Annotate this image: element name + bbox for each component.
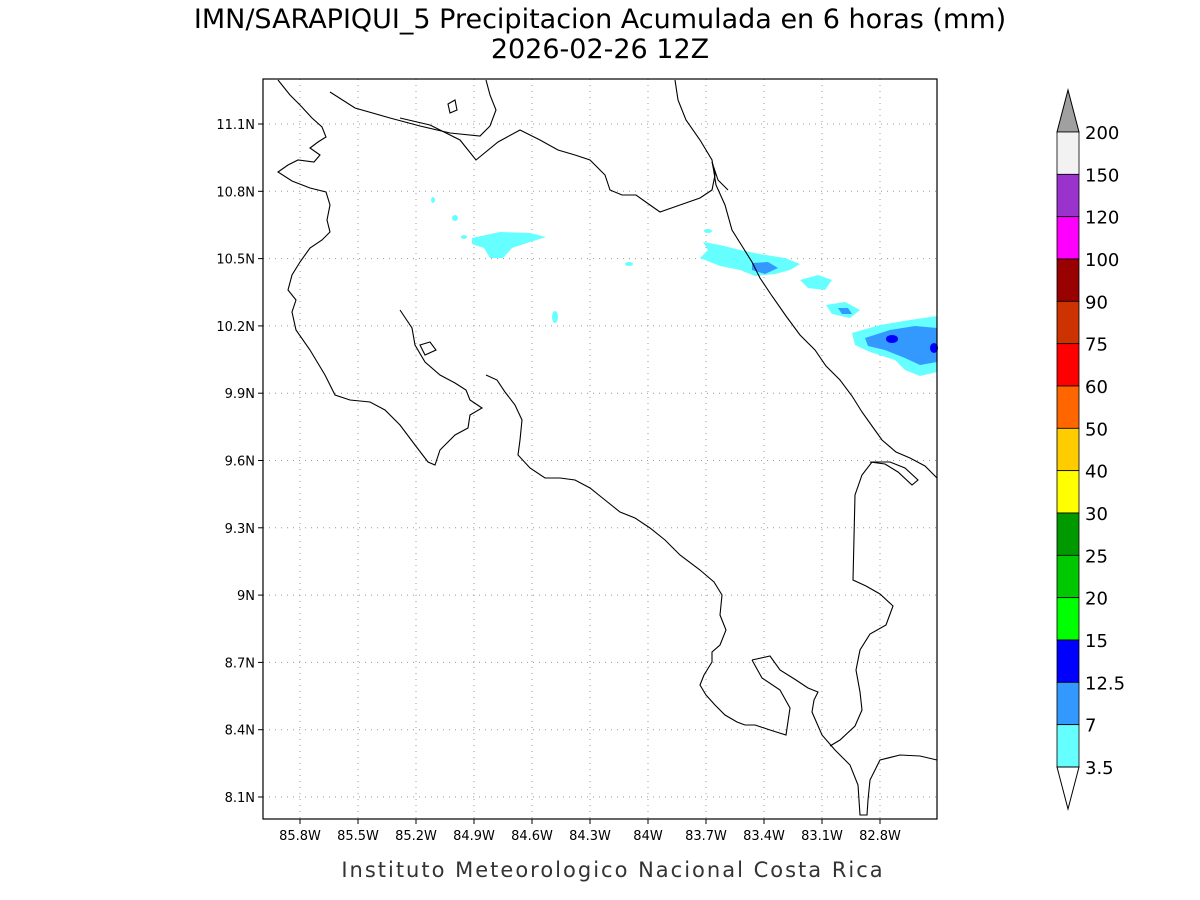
precip-area: [838, 308, 852, 314]
colorbar-label: 50: [1085, 419, 1108, 440]
lon-label: 85.2W: [395, 829, 437, 844]
colorbar-box: [1056, 639, 1080, 683]
coastline: [447, 99, 458, 114]
precip-area: [930, 343, 938, 353]
lon-label: 84W: [633, 829, 663, 844]
colorbar-label: 60: [1085, 377, 1108, 398]
lon-label: 82.8W: [859, 829, 901, 844]
subtitle: 2026-02-26 12Z: [491, 34, 709, 65]
precip-area: [452, 215, 458, 221]
title: IMN/SARAPIQUI_5 Precipitacion Acumulada …: [194, 4, 1006, 35]
lon-label: 83.1W: [801, 829, 843, 844]
precip-area: [472, 232, 546, 258]
precip-area: [865, 326, 937, 365]
precip-area: [800, 275, 832, 290]
colorbar-label: 15: [1085, 631, 1108, 652]
colorbar-box: [1056, 300, 1080, 345]
lat-label: 9.6N: [225, 455, 255, 470]
colorbar-label: 40: [1085, 462, 1108, 483]
lat-label: 10.8N: [216, 185, 255, 200]
colorbar-box: [1056, 512, 1080, 556]
colorbar-under: [1056, 766, 1080, 811]
colorbar-box: [1056, 258, 1080, 302]
lon-label: 84.3W: [569, 829, 611, 844]
coastline: [419, 341, 437, 356]
precip-area: [552, 311, 558, 323]
colorbar-box: [1056, 131, 1080, 175]
lon-label: 84.9W: [453, 829, 495, 844]
precip-area: [625, 262, 633, 266]
colorbar-label: 90: [1085, 292, 1108, 313]
lat-label: 11.1N: [216, 118, 255, 133]
precipitation: [431, 197, 938, 376]
coastline: [674, 79, 938, 479]
colorbar-label: 100: [1085, 250, 1119, 271]
coastline: [745, 659, 791, 736]
colorbar-label: 75: [1085, 335, 1108, 356]
colorbar-label: 7: [1085, 716, 1096, 737]
border: [399, 117, 729, 213]
lat-label: 8.1N: [225, 791, 255, 806]
axes: 11.1N 10.8N 10.5N 10.2N 9.9N 9.6N 9.3N 9N 8.7N 8.…: [216, 118, 901, 844]
precip-area: [461, 235, 467, 239]
colorbar-label: 200: [1085, 123, 1119, 144]
coastline: [485, 374, 746, 726]
lon-label: 85.8W: [279, 829, 321, 844]
colorbar-box: [1056, 554, 1080, 599]
precip-area: [431, 197, 435, 203]
colorbar-box: [1056, 216, 1080, 260]
border: [829, 461, 919, 747]
colorbar-box: [1056, 385, 1080, 429]
colorbar-label: 30: [1085, 504, 1108, 525]
coastline: [751, 655, 938, 816]
colorbar-label: 120: [1085, 208, 1119, 229]
lat-label: 8.7N: [225, 656, 255, 671]
colorbar-box: [1056, 724, 1080, 768]
lon-label: 85.5W: [337, 829, 379, 844]
colorbar-box: [1056, 681, 1080, 726]
precip-area: [752, 262, 778, 274]
footer: Instituto Meteorologico Nacional Costa R…: [341, 858, 884, 882]
coastline: [329, 79, 497, 137]
colorbar-over: [1056, 88, 1080, 133]
map-frame: [262, 78, 938, 820]
colorbar-box: [1056, 427, 1080, 472]
coastline: [277, 79, 484, 466]
colorbar: 200 150 120 100 90 75 60 50 40 30 25 20 15 12.5 7 3.5: [1056, 88, 1125, 811]
lat-label: 10.5N: [216, 253, 255, 268]
lon-label: 84.6W: [511, 829, 553, 844]
grid: [263, 79, 937, 819]
lat-label: 9.3N: [225, 522, 255, 537]
colorbar-label: 150: [1085, 165, 1119, 186]
lat-label: 10.2N: [216, 320, 255, 335]
precip-area: [704, 229, 712, 233]
lon-label: 83.4W: [743, 829, 785, 844]
lat-label: 9N: [237, 589, 255, 604]
lat-label: 8.4N: [225, 724, 255, 739]
lon-label: 83.7W: [685, 829, 727, 844]
precip-area: [886, 335, 898, 343]
colorbar-label: 25: [1085, 546, 1108, 567]
colorbar-box: [1056, 597, 1080, 641]
colorbar-box: [1056, 343, 1080, 387]
coastlines: [277, 79, 938, 816]
colorbar-label: 12.5: [1085, 673, 1125, 694]
colorbar-box: [1056, 173, 1080, 218]
colorbar-label: 20: [1085, 589, 1108, 610]
colorbar-label: 3.5: [1085, 758, 1114, 779]
lat-label: 9.9N: [225, 387, 255, 402]
colorbar-box: [1056, 470, 1080, 514]
